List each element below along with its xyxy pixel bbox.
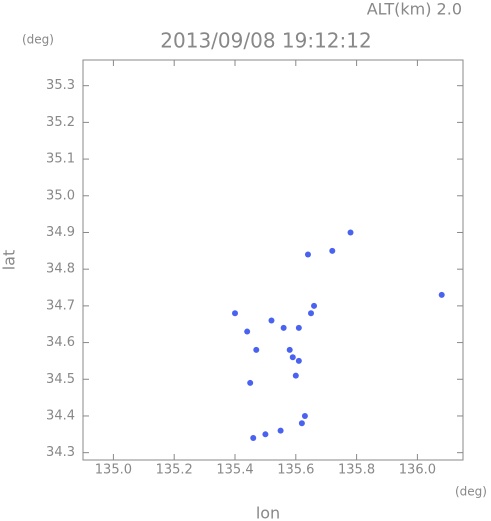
echo-point [280, 324, 287, 331]
annotation: ALT(km) 2.0 [367, 0, 462, 19]
echo-point [347, 229, 354, 236]
echo-point [304, 251, 311, 258]
y-tick-label: 34.6 [46, 335, 75, 350]
x-tick-label: 135.0 [95, 463, 132, 478]
x-tick-label: 135.4 [216, 463, 253, 478]
echo-point [308, 310, 314, 317]
echo-point [250, 434, 257, 441]
chart-title: 2013/09/08 19:12:12 [160, 29, 371, 53]
echo-point [262, 431, 269, 438]
y-unit: (deg) [22, 33, 54, 47]
echo-point [286, 346, 293, 353]
x-tick-label: 135.8 [338, 463, 375, 478]
x-tick-label: 135.2 [156, 463, 193, 478]
x-tick-label: 136.0 [399, 463, 436, 478]
y-tick-label: 34.3 [46, 445, 75, 460]
x-tick-label: 135.6 [277, 463, 314, 478]
y-tick-label: 34.4 [46, 408, 75, 423]
y-tick-label: 34.8 [46, 262, 75, 277]
y-axis-label: lat [0, 250, 19, 271]
echo-point [289, 354, 296, 361]
echo-point [295, 357, 302, 364]
echo-point [438, 291, 445, 298]
echo-point [277, 427, 284, 434]
y-tick-label: 34.9 [46, 225, 75, 240]
y-tick-label: 35.0 [46, 188, 75, 203]
echo-point [232, 310, 238, 317]
echo-point [247, 379, 254, 386]
y-tick-label: 34.5 [46, 372, 75, 387]
echo-point [253, 346, 260, 353]
y-tick-label: 35.1 [46, 152, 75, 167]
echo-point [298, 420, 305, 427]
y-tick-label: 35.2 [46, 115, 75, 130]
echo-point [329, 247, 336, 254]
echo-point [295, 324, 302, 331]
echo-point [244, 328, 251, 335]
y-tick-label: 34.7 [46, 298, 75, 313]
x-axis-label: lon [256, 504, 280, 521]
x-unit: (deg) [455, 485, 487, 499]
echo-point [301, 412, 308, 419]
echo-point [268, 317, 275, 324]
echo-point [292, 372, 299, 379]
echo-point [311, 302, 318, 309]
y-tick-label: 35.3 [46, 78, 75, 93]
plot-frame [82, 59, 464, 461]
